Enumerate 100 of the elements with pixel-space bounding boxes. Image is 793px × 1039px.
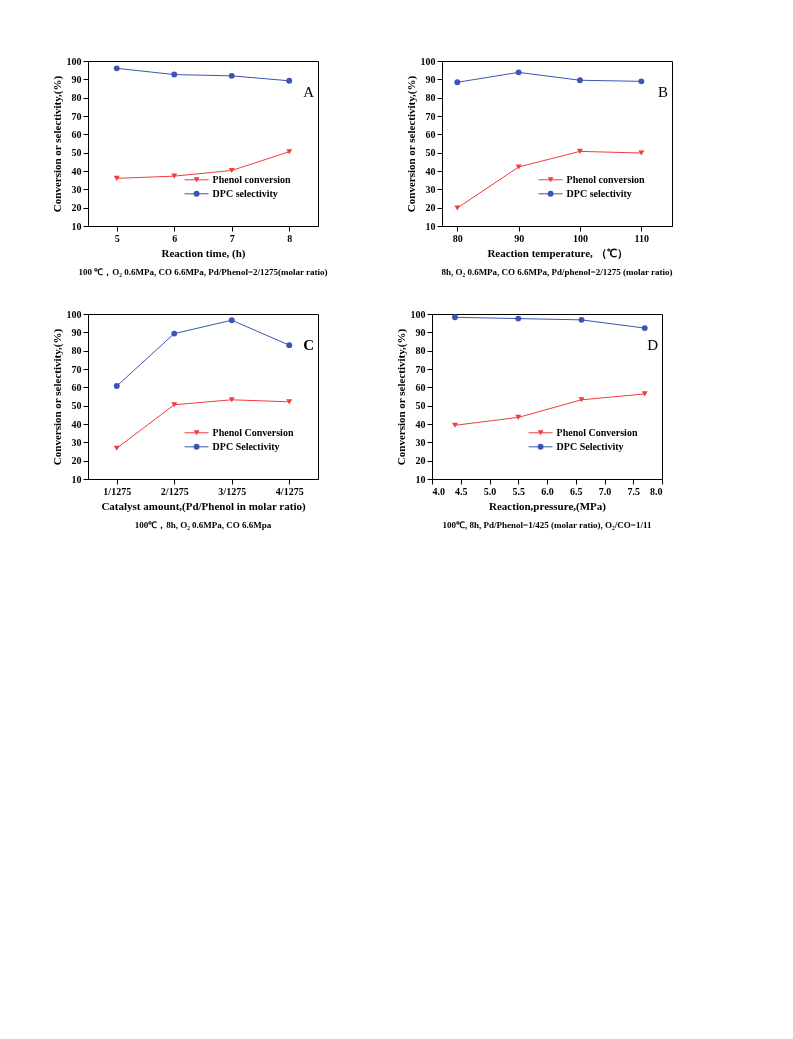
x-axis-title: Reaction time, (h) xyxy=(161,246,246,260)
y-tick-label: 60 xyxy=(71,381,82,393)
y-axis-title: Conversion or selectivity,(%) xyxy=(50,75,64,213)
x-tick-label: 7.5 xyxy=(627,485,640,497)
x-tick-label: 7 xyxy=(229,232,235,244)
y-tick-label: 20 xyxy=(415,455,426,467)
point xyxy=(171,330,178,337)
y-tick-label: 80 xyxy=(425,92,436,104)
y-tick-label: 20 xyxy=(71,202,82,214)
text: 100℃，8h, O₂ 0.6MPa, CO 6.6Mpa xyxy=(134,520,272,530)
annotation: D xyxy=(647,337,659,353)
point xyxy=(577,148,583,154)
y-tick-label: 100 xyxy=(420,55,436,67)
x-tick-label: 80 xyxy=(452,232,463,244)
x-axis-title: Catalyst amount,(Pd/Phenol in molar ratio) xyxy=(101,499,306,513)
y-tick-label: 30 xyxy=(425,183,436,195)
point xyxy=(228,72,235,79)
x-tick-label: 5.5 xyxy=(512,485,525,497)
x-tick-label: 4/1275 xyxy=(275,485,304,497)
y-tick-label: 50 xyxy=(71,400,82,412)
point xyxy=(515,164,522,170)
x-axis-title: Reaction,pressure,(MPa) xyxy=(489,499,607,513)
text: 100℃, 8h, Pd/Phenol=1/425 (molar ratio), O₂/CO=1/11 xyxy=(442,520,652,530)
point xyxy=(286,399,293,405)
point xyxy=(113,383,120,389)
annotation: C xyxy=(303,337,314,353)
y-tick-label: 50 xyxy=(71,147,82,159)
y-tick-label: 90 xyxy=(425,73,436,85)
point xyxy=(286,77,293,84)
annotation: A xyxy=(303,84,315,100)
y-tick-label: 100 xyxy=(66,308,82,320)
y-tick-label: 60 xyxy=(71,128,82,140)
y-tick-label: 90 xyxy=(71,73,82,85)
y-tick-label: 40 xyxy=(71,418,82,430)
y-tick-label: 60 xyxy=(415,381,426,393)
legend-label: Phenol Conversion xyxy=(556,426,638,438)
y-tick-label: 70 xyxy=(71,110,82,122)
legend-label: Phenol Conversion xyxy=(212,426,294,438)
y-tick-label: 40 xyxy=(425,165,436,177)
x-tick-label: 7.0 xyxy=(598,485,612,497)
y-tick-label: 100 xyxy=(410,308,426,320)
y-axis-title: Conversion or selectivity,(%) xyxy=(50,328,64,466)
y-tick-label: 70 xyxy=(415,363,426,375)
text: 100 ℃，O₂ 0.6MPa, CO 6.6MPa, Pd/Phenol=2/1275(molar ratio) xyxy=(78,267,328,277)
y-tick-label: 80 xyxy=(415,345,426,357)
legend-label: DPC Selectivity xyxy=(212,440,280,452)
x-tick-label: 100 xyxy=(573,232,588,244)
y-tick-label: 30 xyxy=(415,436,426,448)
point xyxy=(228,167,235,174)
y-tick-label: 50 xyxy=(415,400,426,412)
y-axis-title: Conversion or selectivity,(%) xyxy=(404,75,418,213)
point xyxy=(228,317,235,324)
x-tick-label: 6.0 xyxy=(541,485,554,497)
x-tick-label: 3/1275 xyxy=(218,485,247,497)
x-tick-label: 4.5 xyxy=(455,485,468,497)
x-tick-label: 5.0 xyxy=(483,485,497,497)
point xyxy=(171,402,178,408)
legend-label: DPC Selectivity xyxy=(556,440,624,452)
x-tick-label: 2/1275 xyxy=(160,485,189,497)
y-tick-label: 90 xyxy=(415,326,426,338)
x-tick-label: 90 xyxy=(514,232,525,244)
legend-label: DPC selectivity xyxy=(566,187,632,199)
y-tick-label: 60 xyxy=(425,128,436,140)
y-tick-label: 70 xyxy=(71,363,82,375)
point xyxy=(286,342,293,349)
point xyxy=(638,150,645,156)
point xyxy=(113,65,120,72)
point xyxy=(454,205,461,211)
legend-label: Phenol conversion xyxy=(566,173,646,185)
point xyxy=(286,149,293,155)
point xyxy=(577,77,583,84)
y-tick-label: 70 xyxy=(425,110,436,122)
point xyxy=(638,78,645,85)
y-tick-label: 10 xyxy=(425,220,436,232)
y-tick-label: 10 xyxy=(71,473,82,485)
point xyxy=(113,175,120,181)
y-tick-label: 100 xyxy=(66,55,82,67)
y-tick-label: 30 xyxy=(71,436,82,448)
x-axis-title: Reaction temperature, （℃） xyxy=(487,246,628,260)
y-tick-label: 80 xyxy=(71,345,82,357)
point xyxy=(515,69,522,76)
point xyxy=(454,79,461,86)
x-tick-label: 110 xyxy=(634,232,650,244)
y-tick-label: 20 xyxy=(425,202,436,214)
x-tick-label: 1/1275 xyxy=(103,485,132,497)
y-tick-label: 40 xyxy=(71,165,82,177)
point xyxy=(171,71,178,78)
y-tick-label: 40 xyxy=(415,418,426,430)
text: 8h, O₂ 0.6MPa, CO 6.6MPa, Pd/phenol=2/1275 (molar ratio) xyxy=(441,267,673,277)
y-tick-label: 90 xyxy=(71,326,82,338)
x-tick-label: 5 xyxy=(114,232,120,244)
x-tick-label: 8.0 xyxy=(650,485,663,497)
x-tick-label: 6 xyxy=(172,232,178,244)
y-tick-label: 20 xyxy=(71,455,82,467)
y-tick-label: 80 xyxy=(71,92,82,104)
y-tick-label: 10 xyxy=(71,220,82,232)
point xyxy=(228,397,235,403)
x-tick-label: 6.5 xyxy=(570,485,583,497)
y-tick-label: 50 xyxy=(425,147,436,159)
x-tick-label: 8 xyxy=(287,232,293,244)
